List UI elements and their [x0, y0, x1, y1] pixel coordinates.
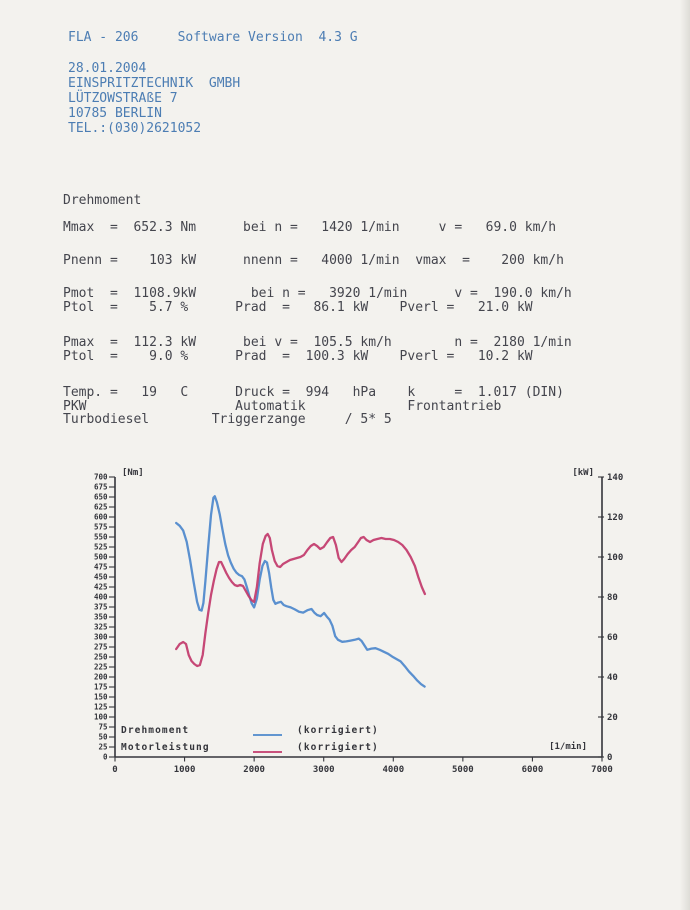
y-right-tick-label: 140: [607, 473, 623, 483]
y-left-tick-label: 75: [98, 723, 107, 732]
measurement-row-pmot: Pmot = 1108.9kW bei n = 3920 1/min v = 1…: [63, 286, 572, 301]
y-left-tick-label: 0: [103, 753, 108, 762]
x-tick-label: 3000: [313, 765, 335, 775]
y-left-tick-label: 550: [94, 533, 108, 542]
y-left-tick-label: 350: [94, 613, 108, 622]
y-left-tick-label: 275: [94, 643, 108, 652]
y-left-tick-label: 450: [94, 573, 108, 582]
measurement-row-ptol-1: Ptol = 5.7 % Prad = 86.1 kW Pverl = 21.0…: [63, 299, 533, 315]
y-left-tick-label: 50: [98, 733, 108, 742]
torque-power-chart: [Nm] [kW] [1/min] 0 25 50 75 100 125 150 175 200…: [85, 460, 643, 790]
measurement-row-pmax: Pmax = 112.3 kW bei v = 105.5 km/h n = 2…: [63, 335, 572, 350]
company-city: 10785 BERLIN: [68, 106, 162, 121]
x-tick-label: 6000: [522, 765, 544, 775]
report-date: 28.01.2004: [68, 61, 147, 76]
y-left-tick-label: 700: [94, 473, 108, 482]
y-right-tick-label: 20: [607, 713, 618, 723]
y-left-tick-label: 525: [94, 543, 108, 552]
legend-torque-suffix: (korrigiert): [297, 725, 379, 736]
y-left-tick-label: 675: [94, 483, 108, 492]
y-left-tick-label: 575: [94, 523, 108, 532]
y-right-tick-label: 120: [607, 513, 623, 523]
x-tick-label: 1000: [174, 765, 196, 775]
y-left-tick-label: 375: [94, 603, 108, 612]
axis-ticks: 0255075100125150175200225250275300325350…: [94, 473, 623, 775]
legend-torque-label: Drehmoment: [121, 725, 189, 736]
y-left-tick-label: 325: [94, 623, 108, 632]
measurement-table: Mmax = 652.3 Nm bei n = 1420 1/min v = 6…: [63, 221, 572, 427]
y-right-tick-label: 40: [607, 673, 618, 683]
x-tick-label: 7000: [591, 765, 613, 775]
company-name: EINSPRITZTECHNIK GMBH: [68, 76, 241, 91]
y-left-tick-label: 625: [94, 503, 108, 512]
y-left-tick-label: 250: [94, 653, 108, 662]
chart-svg: [Nm] [kW] [1/min] 0255075100125150175200…: [94, 468, 623, 775]
measurement-row-ptol-2: Ptol = 9.0 % Prad = 100.3 kW Pverl = 10.…: [63, 348, 533, 364]
legend-power-label: Motorleistung: [121, 742, 210, 753]
x-tick-label: 2000: [243, 765, 265, 775]
y-right-tick-label: 60: [607, 633, 618, 643]
y-left-unit-label: [Nm]: [122, 468, 144, 478]
y-left-tick-label: 25: [98, 743, 107, 752]
y-left-tick-label: 300: [94, 633, 108, 642]
y-left-tick-label: 650: [94, 493, 108, 502]
curve-motorleistung: [175, 532, 427, 668]
y-left-tick-label: 150: [94, 693, 108, 702]
y-right-tick-label: 80: [607, 593, 618, 603]
measurement-row-engine: Turbodiesel Triggerzange / 5* 5: [63, 412, 392, 427]
x-tick-label: 4000: [382, 765, 404, 775]
y-left-tick-label: 175: [94, 683, 108, 692]
y-left-tick-label: 400: [94, 593, 108, 602]
company-address-block: 28.01.2004 EINSPRITZTECHNIK GMBH LÜTZOWS…: [68, 61, 240, 136]
y-right-tick-label: 100: [607, 553, 623, 563]
y-left-tick-label: 425: [94, 583, 108, 592]
y-left-tick-label: 475: [94, 563, 108, 572]
data-curves: [175, 495, 427, 688]
measurement-row-vehicle: PKW Automatik Frontantrieb: [63, 398, 502, 414]
company-street: LÜTZOWSTRAßE 7: [68, 91, 178, 106]
y-right-unit-label: [kW]: [572, 468, 594, 478]
y-left-tick-label: 200: [94, 673, 108, 682]
y-left-tick-label: 500: [94, 553, 108, 562]
y-left-tick-label: 100: [94, 713, 108, 722]
x-axis-unit-label: [1/min]: [549, 741, 587, 752]
measurement-row-pnenn: Pnenn = 103 kW nnenn = 4000 1/min vmax =…: [63, 252, 564, 268]
y-left-tick-label: 600: [94, 513, 108, 522]
measurement-row-ambient: Temp. = 19 C Druck = 994 hPa k = 1.017 (…: [63, 385, 564, 400]
y-right-tick-label: 0: [607, 753, 612, 763]
measurement-row-mmax: Mmax = 652.3 Nm bei n = 1420 1/min v = 6…: [63, 220, 557, 235]
report-title-line: FLA - 206 Software Version 4.3 G: [68, 30, 358, 45]
curve-drehmoment: [175, 495, 426, 688]
x-tick-label: 0: [112, 765, 117, 775]
y-left-tick-label: 225: [94, 663, 108, 672]
x-tick-label: 5000: [452, 765, 474, 775]
company-phone: TEL.:(030)2621052: [68, 121, 202, 136]
section-title: Drehmoment: [63, 193, 142, 208]
y-left-tick-label: 125: [94, 703, 108, 712]
legend-power-suffix: (korrigiert): [297, 742, 379, 753]
